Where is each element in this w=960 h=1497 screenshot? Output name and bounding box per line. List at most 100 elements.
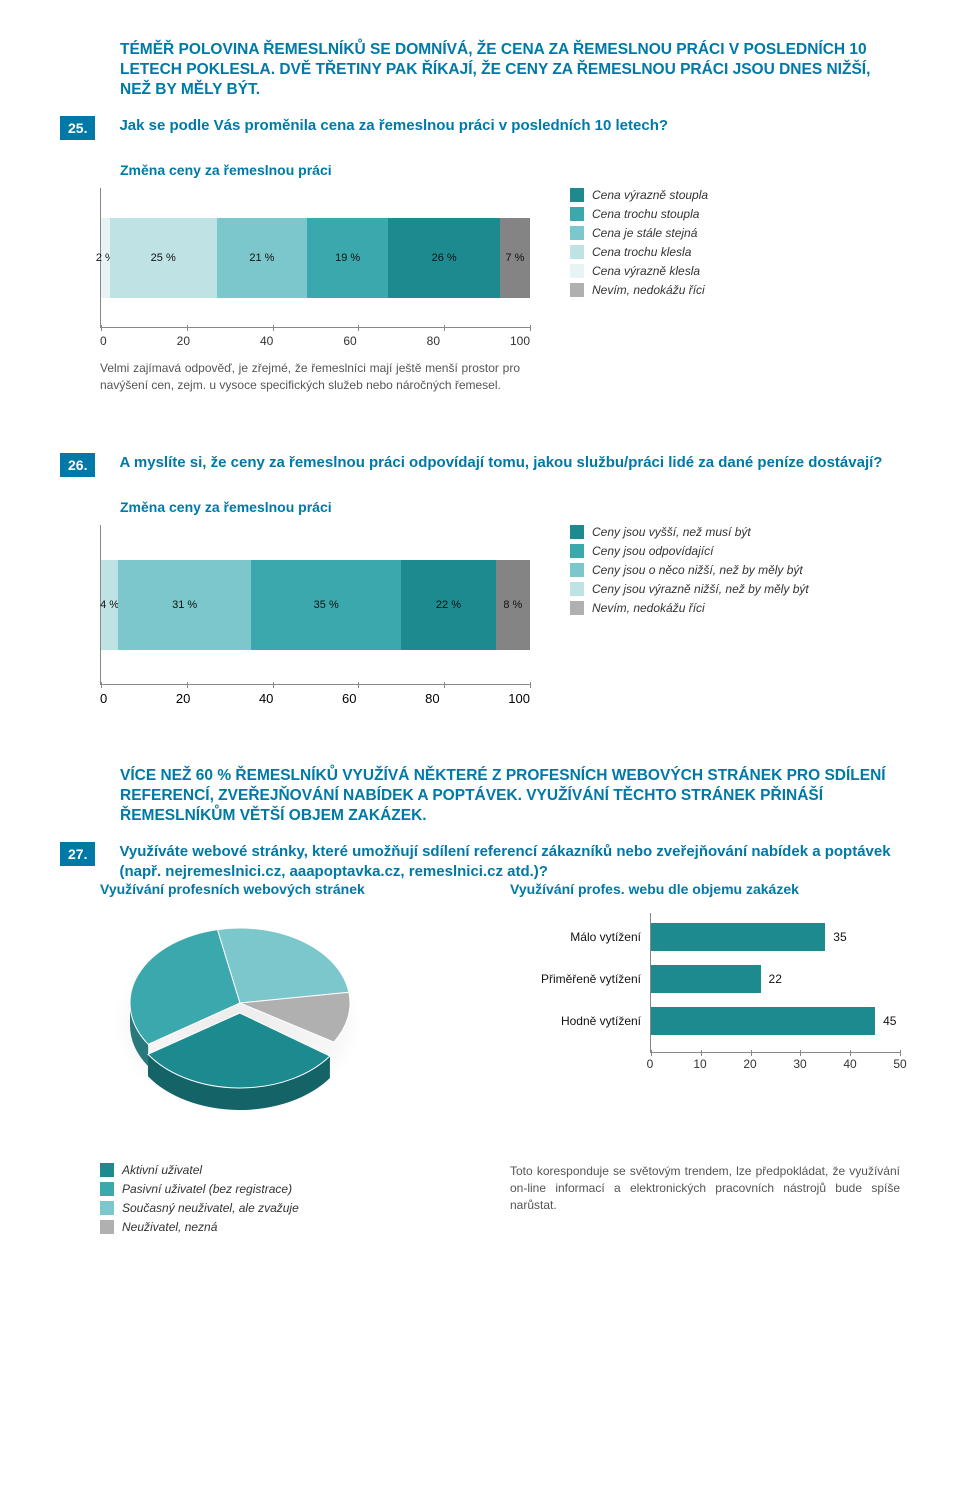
- bar-segment: 21 %: [217, 218, 307, 298]
- legend-item: Cena výrazně klesla: [570, 264, 708, 278]
- axis-tick-label: 60: [342, 691, 356, 706]
- legend-item: Ceny jsou odpovídající: [570, 544, 809, 558]
- headline-25: TÉMĚŘ POLOVINA ŘEMESLNÍKŮ SE DOMNÍVÁ, ŽE…: [60, 40, 900, 100]
- axis-tick-label: 0: [647, 1057, 654, 1071]
- legend-item: Neuživatel, nezná: [100, 1220, 480, 1234]
- legend-swatch: [570, 563, 584, 577]
- chart-row-25: 2 %25 %21 %19 %26 %7 % 020406080100 Cena…: [100, 188, 900, 348]
- axis-tick-label: 80: [427, 334, 440, 348]
- body-25: Jak se podle Vás proměnila cena za řemes…: [119, 116, 900, 136]
- axis-tick-label: 40: [843, 1057, 856, 1071]
- bottom-row-27: Aktivní uživatel Pasivní uživatel (bez re…: [100, 1163, 900, 1239]
- legend-label: Ceny jsou výrazně nižší, než by měly být: [592, 582, 809, 596]
- pie-legend-27: Aktivní uživatel Pasivní uživatel (bez re…: [100, 1163, 480, 1234]
- caption-col-27: Toto koresponduje se světovým trendem, l…: [510, 1163, 900, 1213]
- pie-chart-27: 31312611: [110, 913, 410, 1133]
- badge-26: 26.: [60, 453, 95, 477]
- legend-swatch: [100, 1163, 114, 1177]
- bar-segment: 7 %: [500, 218, 530, 298]
- legend-item: Cena trochu stoupla: [570, 207, 708, 221]
- axis-tick-label: 0: [100, 691, 107, 706]
- legend-item: Cena výrazně stoupla: [570, 188, 708, 202]
- legend-label: Současný neuživatel, ale zvažuje: [122, 1201, 299, 1215]
- legend-label: Pasivní uživatel (bez registrace): [122, 1182, 292, 1196]
- hbar-col-27: Využívání profes. webu dle objemu zakáze…: [510, 881, 900, 1073]
- row-26: 26. A myslíte si, že ceny za řemeslnou p…: [60, 453, 900, 477]
- pie-svg: [110, 913, 410, 1133]
- legend-swatch: [570, 601, 584, 615]
- bar-segment: 8 %: [496, 560, 530, 650]
- legend-26: Ceny jsou vyšší, než musí být Ceny jsou o…: [570, 525, 809, 620]
- legend-item: Nevím, nedokážu říci: [570, 283, 708, 297]
- legend-label: Ceny jsou vyšší, než musí být: [592, 525, 751, 539]
- badge-25: 25.: [60, 116, 95, 140]
- pie-title-27: Využívání profesních webových stránek: [100, 881, 480, 897]
- legend-label: Ceny jsou odpovídající: [592, 544, 713, 558]
- legend-item: Současný neuživatel, ale zvažuje: [100, 1201, 480, 1215]
- hbar-row: Přiměřeně vytížení22: [651, 965, 761, 993]
- axis-tick-label: 100: [510, 334, 530, 348]
- legend-swatch: [570, 582, 584, 596]
- legend-swatch: [570, 207, 584, 221]
- legend-label: Ceny jsou o něco nižší, než by měly být: [592, 563, 803, 577]
- caption-25: Velmi zajímavá odpověď, je zřejmé, že ře…: [100, 360, 520, 392]
- bar-segment: 19 %: [307, 218, 389, 298]
- legend-swatch: [570, 525, 584, 539]
- section-27: VÍCE NEŽ 60 % ŘEMESLNÍKŮ VYUŽÍVÁ NĚKTERÉ…: [60, 766, 900, 1239]
- hbar-row: Málo vytížení35: [651, 923, 825, 951]
- hbar-label: Málo vytížení: [511, 930, 651, 944]
- legend-swatch: [570, 544, 584, 558]
- legend-label: Neuživatel, nezná: [122, 1220, 217, 1234]
- hbar-value: 22: [761, 972, 782, 986]
- legend-swatch: [100, 1201, 114, 1215]
- legend-item: Cena trochu klesla: [570, 245, 708, 259]
- bar-segment: 26 %: [388, 218, 500, 298]
- hbar-bar: 45: [651, 1007, 875, 1035]
- stacked-chart-25: 2 %25 %21 %19 %26 %7 % 020406080100: [100, 188, 530, 348]
- bar-segment: 2 %: [101, 218, 110, 298]
- headline-27: VÍCE NEŽ 60 % ŘEMESLNÍKŮ VYUŽÍVÁ NĚKTERÉ…: [60, 766, 900, 826]
- hbar-label: Přiměřeně vytížení: [511, 972, 651, 986]
- axis-tick-label: 100: [508, 691, 530, 706]
- axis-tick-label: 30: [793, 1057, 806, 1071]
- axis-tick-label: 50: [893, 1057, 906, 1071]
- pie-col-27: Využívání profesních webových stránek 31…: [100, 881, 480, 1133]
- axis-tick-label: 20: [743, 1057, 756, 1071]
- axis-tick-label: 0: [100, 334, 107, 348]
- question-26: A myslíte si, že ceny za řemeslnou práci…: [119, 453, 900, 473]
- question-25: Jak se podle Vás proměnila cena za řemes…: [119, 116, 900, 136]
- legend-item: Pasivní uživatel (bez registrace): [100, 1182, 480, 1196]
- legend-swatch: [570, 188, 584, 202]
- legend-swatch: [570, 283, 584, 297]
- legend-label: Aktivní uživatel: [122, 1163, 202, 1177]
- legend-item: Ceny jsou výrazně nižší, než by měly být: [570, 582, 809, 596]
- legend-label: Cena je stále stejná: [592, 226, 697, 240]
- legend-25: Cena výrazně stoupla Cena trochu stoupla C…: [570, 188, 708, 302]
- legend-item: Aktivní uživatel: [100, 1163, 480, 1177]
- hbar-bar: 35: [651, 923, 825, 951]
- axis-tick-label: 80: [425, 691, 439, 706]
- subtitle-26: Změna ceny za řemeslnou práci: [120, 499, 900, 515]
- body-26: A myslíte si, že ceny za řemeslnou práci…: [119, 453, 900, 473]
- bar-segment: 25 %: [110, 218, 217, 298]
- pie-legend-col: Aktivní uživatel Pasivní uživatel (bez re…: [100, 1163, 480, 1239]
- hbar-title-27: Využívání profes. webu dle objemu zakáze…: [510, 881, 900, 897]
- subtitle-25: Změna ceny za řemeslnou práci: [120, 162, 900, 178]
- legend-label: Nevím, nedokážu říci: [592, 283, 705, 297]
- hbar-value: 35: [825, 930, 846, 944]
- legend-item: Cena je stále stejná: [570, 226, 708, 240]
- legend-label: Cena výrazně stoupla: [592, 188, 708, 202]
- axis-tick-label: 40: [259, 691, 273, 706]
- legend-swatch: [570, 245, 584, 259]
- axis-tick-label: 20: [177, 334, 190, 348]
- legend-swatch: [100, 1182, 114, 1196]
- row-25: 25. Jak se podle Vás proměnila cena za ř…: [60, 116, 900, 140]
- hbar-chart-27: Málo vytížení35 Přiměřeně vytížení22 Hodně…: [650, 913, 900, 1053]
- legend-swatch: [570, 264, 584, 278]
- chart-row-26: 4 %31 %35 %22 %8 % 020406080100 Ceny jso…: [100, 525, 900, 706]
- body-27: Využíváte webové stránky, které umožňují…: [119, 842, 900, 881]
- hbar-row: Hodně vytížení45: [651, 1007, 875, 1035]
- legend-swatch: [570, 226, 584, 240]
- question-27: Využíváte webové stránky, které umožňují…: [119, 842, 900, 881]
- row-27: 27. Využíváte webové stránky, které umož…: [60, 842, 900, 881]
